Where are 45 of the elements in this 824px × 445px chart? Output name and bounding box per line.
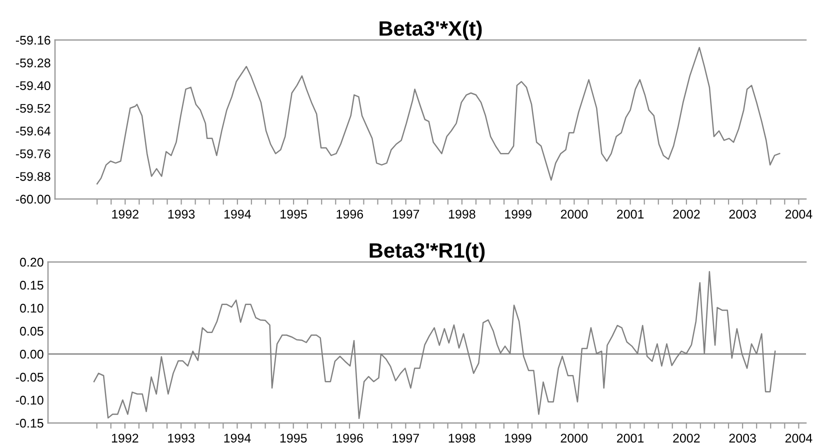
y-tick-label: -59.28	[16, 58, 50, 68]
y-tick-label: 0.10	[20, 304, 44, 313]
y-tick-label: -0.05	[16, 372, 44, 382]
y-tick-label: -59.40	[16, 81, 50, 90]
x-tick-label: 2001	[616, 434, 644, 443]
x-tick-label: 1992	[112, 210, 138, 219]
y-tick-label: -59.76	[16, 149, 50, 158]
x-tick-label: 2003	[729, 434, 756, 443]
x-tick-label: 2000	[560, 434, 588, 443]
x-tick-label: 2002	[673, 434, 700, 443]
x-tick-label: 2001	[617, 210, 644, 219]
x-tick-label: 2004	[785, 434, 812, 443]
x-tick-label: 1998	[448, 210, 476, 219]
x-tick-label: 1994	[224, 210, 251, 219]
y-tick-label: -59.64	[16, 126, 50, 136]
chart-title: Beta3'*X(t)	[380, 20, 482, 40]
x-tick-label: 2004	[785, 210, 812, 219]
y-tick-label: 0.20	[20, 258, 44, 267]
x-tick-label: 1996	[336, 434, 363, 443]
y-tick-label: -0.15	[16, 418, 44, 428]
x-tick-label: 1999	[505, 434, 532, 443]
y-tick-label: -59.88	[16, 172, 50, 181]
y-tick-label: -59.16	[16, 36, 50, 45]
y-tick-label: 0.05	[20, 326, 44, 336]
x-tick-label: 1992	[112, 434, 138, 443]
y-tick-label: 0.15	[20, 280, 44, 290]
line-series	[96, 46, 780, 184]
x-tick-label: 1998	[448, 434, 476, 443]
x-tick-label: 2002	[673, 210, 700, 219]
x-tick-label: 1995	[280, 434, 307, 443]
y-tick-label: -60.00	[16, 194, 50, 204]
x-tick-label: 1993	[168, 434, 194, 443]
x-tick-label: 1996	[336, 210, 364, 219]
x-tick-label: 2003	[729, 210, 756, 219]
x-tick-label: 2000	[560, 210, 588, 219]
y-tick-label: -59.52	[16, 104, 50, 113]
chart-title: Beta3'*R1(t)	[370, 242, 485, 262]
x-tick-label: 1997	[392, 210, 420, 219]
y-tick-label: 0.00	[20, 350, 44, 359]
x-tick-label: 1999	[505, 210, 532, 219]
x-tick-label: 1995	[280, 210, 307, 219]
x-tick-label: 1994	[224, 434, 251, 443]
y-tick-label: -0.10	[16, 396, 44, 405]
x-tick-label: 1997	[392, 434, 419, 443]
x-tick-label: 1993	[168, 210, 195, 219]
